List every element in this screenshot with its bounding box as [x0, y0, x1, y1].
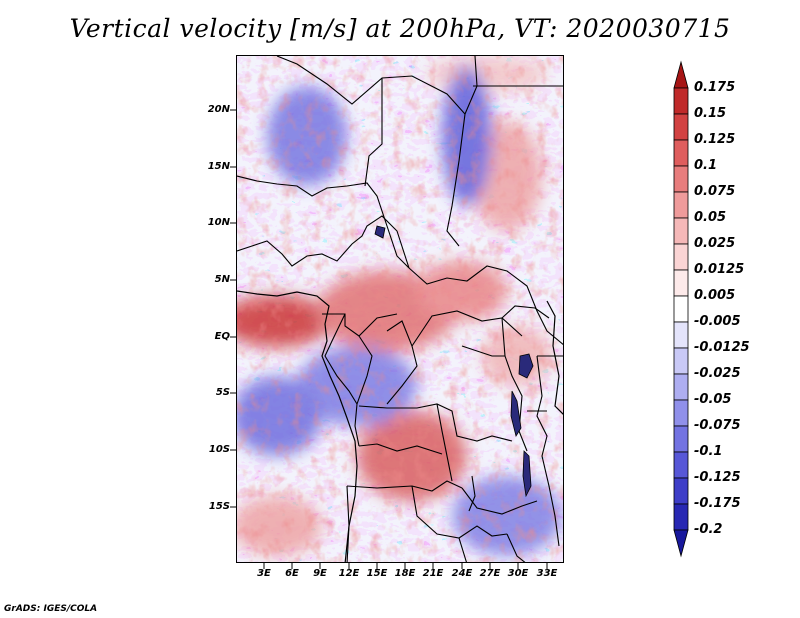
lon-label-27e: 27E: [479, 568, 501, 579]
colorbar-segment: [673, 269, 689, 297]
colorbar-label-0: 0.175: [694, 80, 736, 95]
colorbar-label-6: 0.025: [694, 236, 736, 251]
lat-label-eq: EQ: [214, 331, 230, 342]
colorbar-segment: [673, 87, 689, 115]
colorbar-segment: [673, 373, 689, 401]
lon-label-3e: 3E: [257, 568, 271, 579]
colorbar-segment: [673, 477, 689, 505]
lon-label-24e: 24E: [451, 568, 473, 579]
colorbar-segment: [673, 217, 689, 245]
lat-label-10s: 10S: [208, 444, 230, 455]
colorbar-label-17: -0.2: [694, 522, 723, 537]
lat-label-15n: 15N: [207, 161, 230, 172]
colorbar-label-13: -0.075: [694, 418, 741, 433]
colorbar-label-4: 0.075: [694, 184, 736, 199]
colorbar-label-5: 0.05: [694, 210, 727, 225]
colorbar-segment: [673, 139, 689, 167]
colorbar-label-3: 0.1: [694, 158, 718, 173]
lon-label-21e: 21E: [422, 568, 444, 579]
vertical-velocity-field: [237, 56, 563, 562]
lon-label-6e: 6E: [285, 568, 299, 579]
lon-label-15e: 15E: [366, 568, 388, 579]
axis-ticks: [230, 109, 548, 569]
colorbar-arrow-bottom: [673, 529, 689, 558]
colorbar-segment: [673, 451, 689, 479]
colorbar: [673, 60, 689, 558]
colorbar-segment: [673, 399, 689, 427]
lon-label-12e: 12E: [338, 568, 360, 579]
lat-label-5n: 5N: [214, 274, 230, 285]
colorbar-segment: [673, 321, 689, 349]
grads-credit: GrADS: IGES/COLA: [4, 604, 98, 614]
lon-label-9e: 9E: [313, 568, 327, 579]
lat-label-10n: 10N: [207, 217, 230, 228]
lat-label-15s: 15S: [208, 501, 230, 512]
plot-title: Vertical velocity [m/s] at 200hPa, VT: 2…: [69, 14, 731, 43]
lat-label-5s: 5S: [215, 387, 230, 398]
colorbar-label-11: -0.025: [694, 366, 741, 381]
colorbar-segment: [673, 425, 689, 453]
colorbar-segment: [673, 347, 689, 375]
colorbar-segment: [673, 191, 689, 219]
colorbar-label-2: 0.125: [694, 132, 736, 147]
colorbar-label-7: 0.0125: [694, 262, 745, 277]
colorbar-label-16: -0.175: [694, 496, 741, 511]
lat-label-20n: 20N: [207, 104, 230, 115]
colorbar-label-14: -0.1: [694, 444, 723, 459]
colorbar-segment: [673, 503, 689, 531]
colorbar-segment: [673, 243, 689, 271]
colorbar-label-8: 0.005: [694, 288, 736, 303]
colorbar-segment: [673, 295, 689, 323]
colorbar-segment: [673, 113, 689, 141]
colorbar-label-1: 0.15: [694, 106, 727, 121]
lon-label-33e: 33E: [536, 568, 558, 579]
colorbar-label-12: -0.05: [694, 392, 732, 407]
lon-label-18e: 18E: [394, 568, 416, 579]
colorbar-label-9: -0.005: [694, 314, 741, 329]
colorbar-label-15: -0.125: [694, 470, 741, 485]
colorbar-label-10: -0.0125: [694, 340, 750, 355]
map-panel: [236, 55, 564, 563]
lon-label-30e: 30E: [507, 568, 529, 579]
colorbar-segment: [673, 165, 689, 193]
colorbar-arrow-top: [673, 60, 689, 89]
